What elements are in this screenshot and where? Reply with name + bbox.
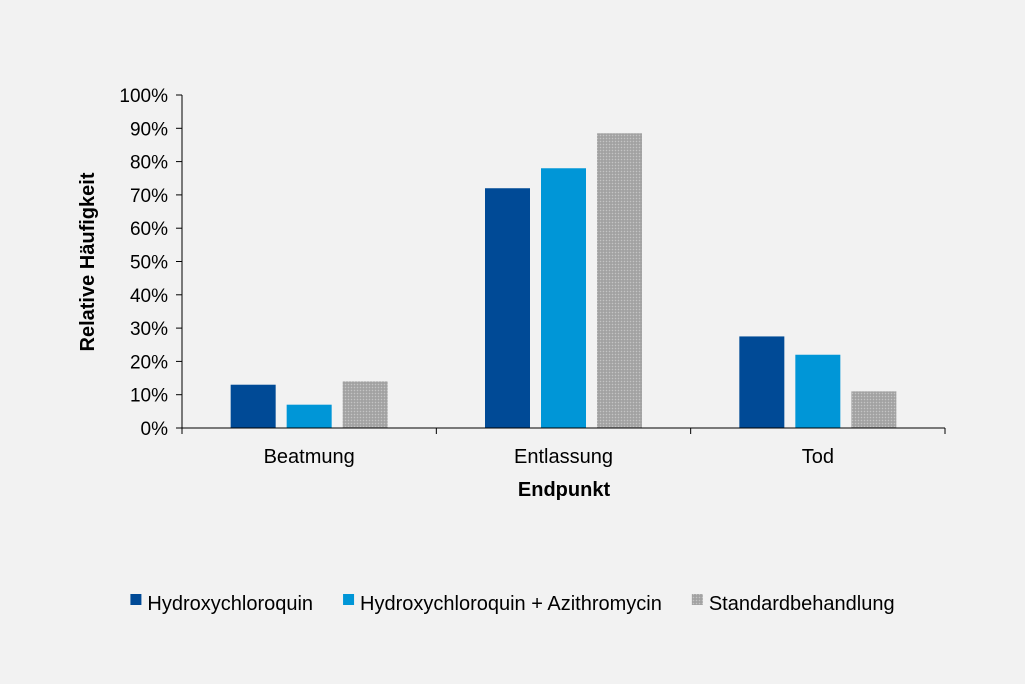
y-tick-label: 100% [119, 86, 168, 107]
x-axis-labels: Beatmung Entlassung Tod [264, 446, 834, 468]
bar-tod-series-3 [851, 391, 897, 428]
x-tick-label: Entlassung [514, 446, 613, 468]
x-tick-label: Beatmung [264, 446, 355, 468]
legend: Hydroxychloroquin Hydroxychloroquin + Azi… [130, 593, 895, 615]
legend-item: Hydroxychloroquin [130, 593, 313, 615]
bar-entlassung-series-3 [597, 133, 642, 429]
x-axis-title: Endpunkt [518, 479, 611, 501]
bar-entlassung-series-1 [485, 188, 530, 428]
legend-item: Hydroxychloroquin + Azithromycin [343, 593, 662, 615]
bars-group [230, 133, 897, 429]
legend-marker [343, 594, 355, 605]
y-tick-label: 60% [130, 219, 168, 240]
legend-marker [130, 594, 142, 605]
bar-tod-series-2 [795, 354, 841, 428]
bar-beatmung-series-3 [342, 381, 388, 428]
y-tick-label: 80% [130, 153, 168, 174]
axes-group [181, 95, 946, 434]
y-tick-label: 20% [130, 352, 168, 373]
x-tick-label: Tod [802, 446, 834, 468]
y-axis-title: Relative Häufigkeit [77, 172, 99, 351]
legend-item: Standardbehandlung [691, 593, 895, 615]
legend-marker [691, 594, 703, 605]
bar-entlassung-series-2 [541, 168, 586, 428]
legend-label: Hydroxychloroquin [147, 593, 313, 615]
legend-label: Hydroxychloroquin + Azithromycin [360, 593, 662, 615]
y-tick-label: 30% [130, 319, 168, 340]
y-tick-label: 90% [130, 119, 168, 140]
bar-beatmung-series-2 [286, 404, 332, 428]
y-tick-label: 50% [130, 253, 168, 274]
legend-label: Standardbehandlung [709, 593, 895, 615]
y-tick-label: 70% [130, 186, 168, 207]
y-tick-label: 0% [141, 419, 169, 440]
y-tick-label: 40% [130, 286, 168, 307]
bar-tod-series-1 [739, 336, 785, 428]
y-axis-ticks: 0% 10% 20% 30% 40% 50% 60% 70% 80% 90% 100% [119, 86, 182, 440]
bar-beatmung-series-1 [230, 384, 276, 428]
y-tick-label: 10% [130, 386, 168, 407]
